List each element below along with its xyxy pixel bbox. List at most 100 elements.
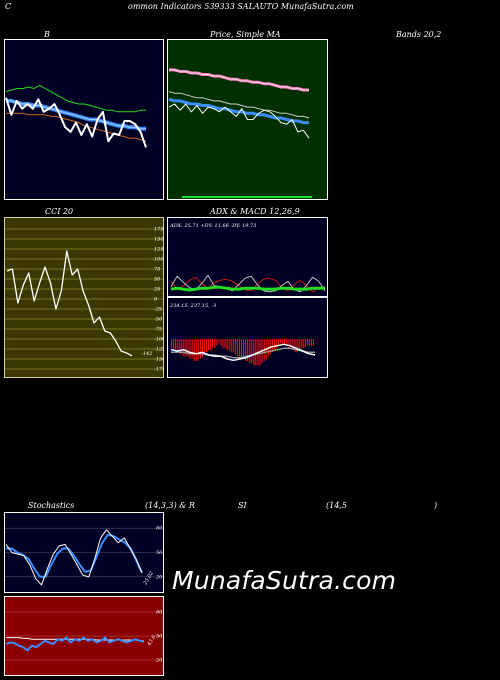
sma-price-line <box>168 103 310 139</box>
rsi-panel: 80 50 20 43.6 <box>4 596 164 676</box>
macd-histogram-bar <box>296 339 298 353</box>
macd-histogram-bar <box>222 339 224 348</box>
sma-long-highlight <box>169 69 309 91</box>
price-sma-chart <box>167 39 328 200</box>
adx-macd-label: ADX & MACD 12,26,9 <box>210 207 300 216</box>
cci-tick-label: -25 <box>154 307 162 313</box>
macd-histogram-bar <box>220 339 222 346</box>
page-title: ommon Indicators 539333 SALAUTO MunafaSu… <box>128 2 354 11</box>
macd-histogram-bar <box>243 339 245 359</box>
rsi-line <box>5 636 145 652</box>
macd-histogram-bar <box>286 339 288 346</box>
bollinger-label: B <box>44 30 50 39</box>
macd-histogram-bar <box>212 339 214 348</box>
macd-histogram-bar <box>236 339 238 357</box>
macd-histogram-bar <box>177 339 179 353</box>
macd-histogram-bar <box>310 339 312 346</box>
cci-chart: 175 150 125 100 75 50 25 0 -25 -50 -75 -100 -125 -150… <box>4 217 164 378</box>
watermark: MunafaSutra.com <box>172 566 397 595</box>
macd-histogram-bar <box>201 339 203 357</box>
title-c-letter: C <box>5 2 12 11</box>
rsi-tick-label: 80 <box>156 610 163 616</box>
macd-histogram-bar <box>251 339 253 364</box>
cci-tick-label: 125 <box>154 247 164 253</box>
macd-histogram-bar <box>226 339 228 350</box>
rsi-tick-label: 50 <box>156 634 163 640</box>
cci-tick-label: -100 <box>154 337 164 343</box>
macd-histogram-bar <box>304 339 306 348</box>
stoch-label-a: Stochastics <box>28 501 75 510</box>
cci-label: CCI 20 <box>45 207 74 216</box>
rsi-value-label: 43.6 <box>146 634 158 648</box>
macd-histogram-bar <box>238 339 240 357</box>
macd-histogram-bar <box>206 339 208 353</box>
macd-histogram-bar <box>273 339 275 350</box>
macd-histogram-bar <box>195 339 197 361</box>
macd-histogram-bar <box>208 339 210 350</box>
stoch-tick-label: 80 <box>156 526 163 532</box>
cci-panel: 175 150 125 100 75 50 25 0 -25 -50 -75 -100 -125 -150… <box>4 217 164 378</box>
stoch-tick-label: 50 <box>156 550 163 556</box>
macd-histogram-bar <box>255 339 257 366</box>
cci-tick-label: 175 <box>154 227 164 233</box>
macd-histogram-bar <box>247 339 249 361</box>
macd-histogram-bar <box>203 339 205 355</box>
macd-histogram-bar <box>224 339 226 348</box>
macd-histogram-bar <box>240 339 242 359</box>
macd-histogram-bar <box>288 339 290 348</box>
macd-histogram-bar <box>245 339 247 361</box>
macd-histogram-bar <box>275 339 277 348</box>
stoch-label-d: (14,5 <box>326 501 347 510</box>
stoch-label-b: (14,3,3) & R <box>145 501 195 510</box>
cci-value-label: -142 <box>141 351 152 357</box>
macd-histogram-bar <box>300 339 302 350</box>
macd-histogram-bar <box>218 339 220 344</box>
rsi-chart: 80 50 20 43.6 <box>4 596 164 676</box>
price-sma-label: Price, Simple MA <box>210 30 281 39</box>
macd-histogram-bar <box>210 339 212 350</box>
macd-histogram-bar <box>312 339 314 346</box>
sma-short-line <box>168 91 310 119</box>
macd-histogram-bar <box>271 339 273 353</box>
bollinger-upper-line <box>5 84 146 113</box>
cci-plot-area <box>4 217 164 378</box>
macd-histogram-bar <box>228 339 230 350</box>
macd-histogram-bar <box>197 339 199 361</box>
macd-histogram-bar <box>230 339 232 353</box>
adx-chart: ADX: 25.71 +DY: 11.66 -DY: 19.73 <box>167 217 328 297</box>
macd-histogram-bar <box>308 339 310 346</box>
macd-histogram-bar <box>199 339 201 359</box>
cci-tick-label: 100 <box>154 257 164 263</box>
adx-minus-di-line <box>170 276 326 293</box>
macd-histogram-bar <box>183 339 185 357</box>
macd-histogram-bar <box>284 339 286 346</box>
adx-panel: ADX: 25.71 +DY: 11.66 -DY: 19.73 <box>167 217 328 297</box>
cci-tick-label: 75 <box>154 267 160 273</box>
macd-histogram-bar <box>191 339 193 359</box>
stoch-tick-label: 20 <box>155 574 163 580</box>
adx-readout: ADX: 25.71 +DY: 11.66 -DY: 19.73 <box>169 223 256 229</box>
macd-histogram-bar <box>216 339 218 346</box>
macd-histogram-bar <box>187 339 189 357</box>
macd-histogram-bar <box>232 339 234 353</box>
macd-readout: 234.15, 237.15, -3 <box>169 303 216 309</box>
cci-tick-label: -50 <box>154 317 163 323</box>
macd-histogram-bar <box>185 339 187 357</box>
macd-histogram-bar <box>179 339 181 355</box>
bands-label: Bands 20,2 <box>396 30 442 39</box>
macd-histogram-bar <box>282 339 284 344</box>
macd-plot-area <box>167 297 328 378</box>
stoch-k-line <box>5 529 143 586</box>
cci-tick-label: 50 <box>154 277 161 283</box>
stochastics-panel: 80 50 20 25.02 <box>4 512 164 593</box>
macd-histogram-bar <box>181 339 183 355</box>
macd-histogram-bar <box>249 339 251 364</box>
macd-histogram-bar <box>214 339 216 348</box>
stoch-label-e: ) <box>434 501 438 510</box>
macd-histogram-bar <box>173 339 175 350</box>
macd-histogram-bar <box>253 339 255 366</box>
macd-histogram-bar <box>280 339 282 344</box>
macd-histogram-bar <box>290 339 292 348</box>
macd-histogram-bar <box>175 339 177 353</box>
